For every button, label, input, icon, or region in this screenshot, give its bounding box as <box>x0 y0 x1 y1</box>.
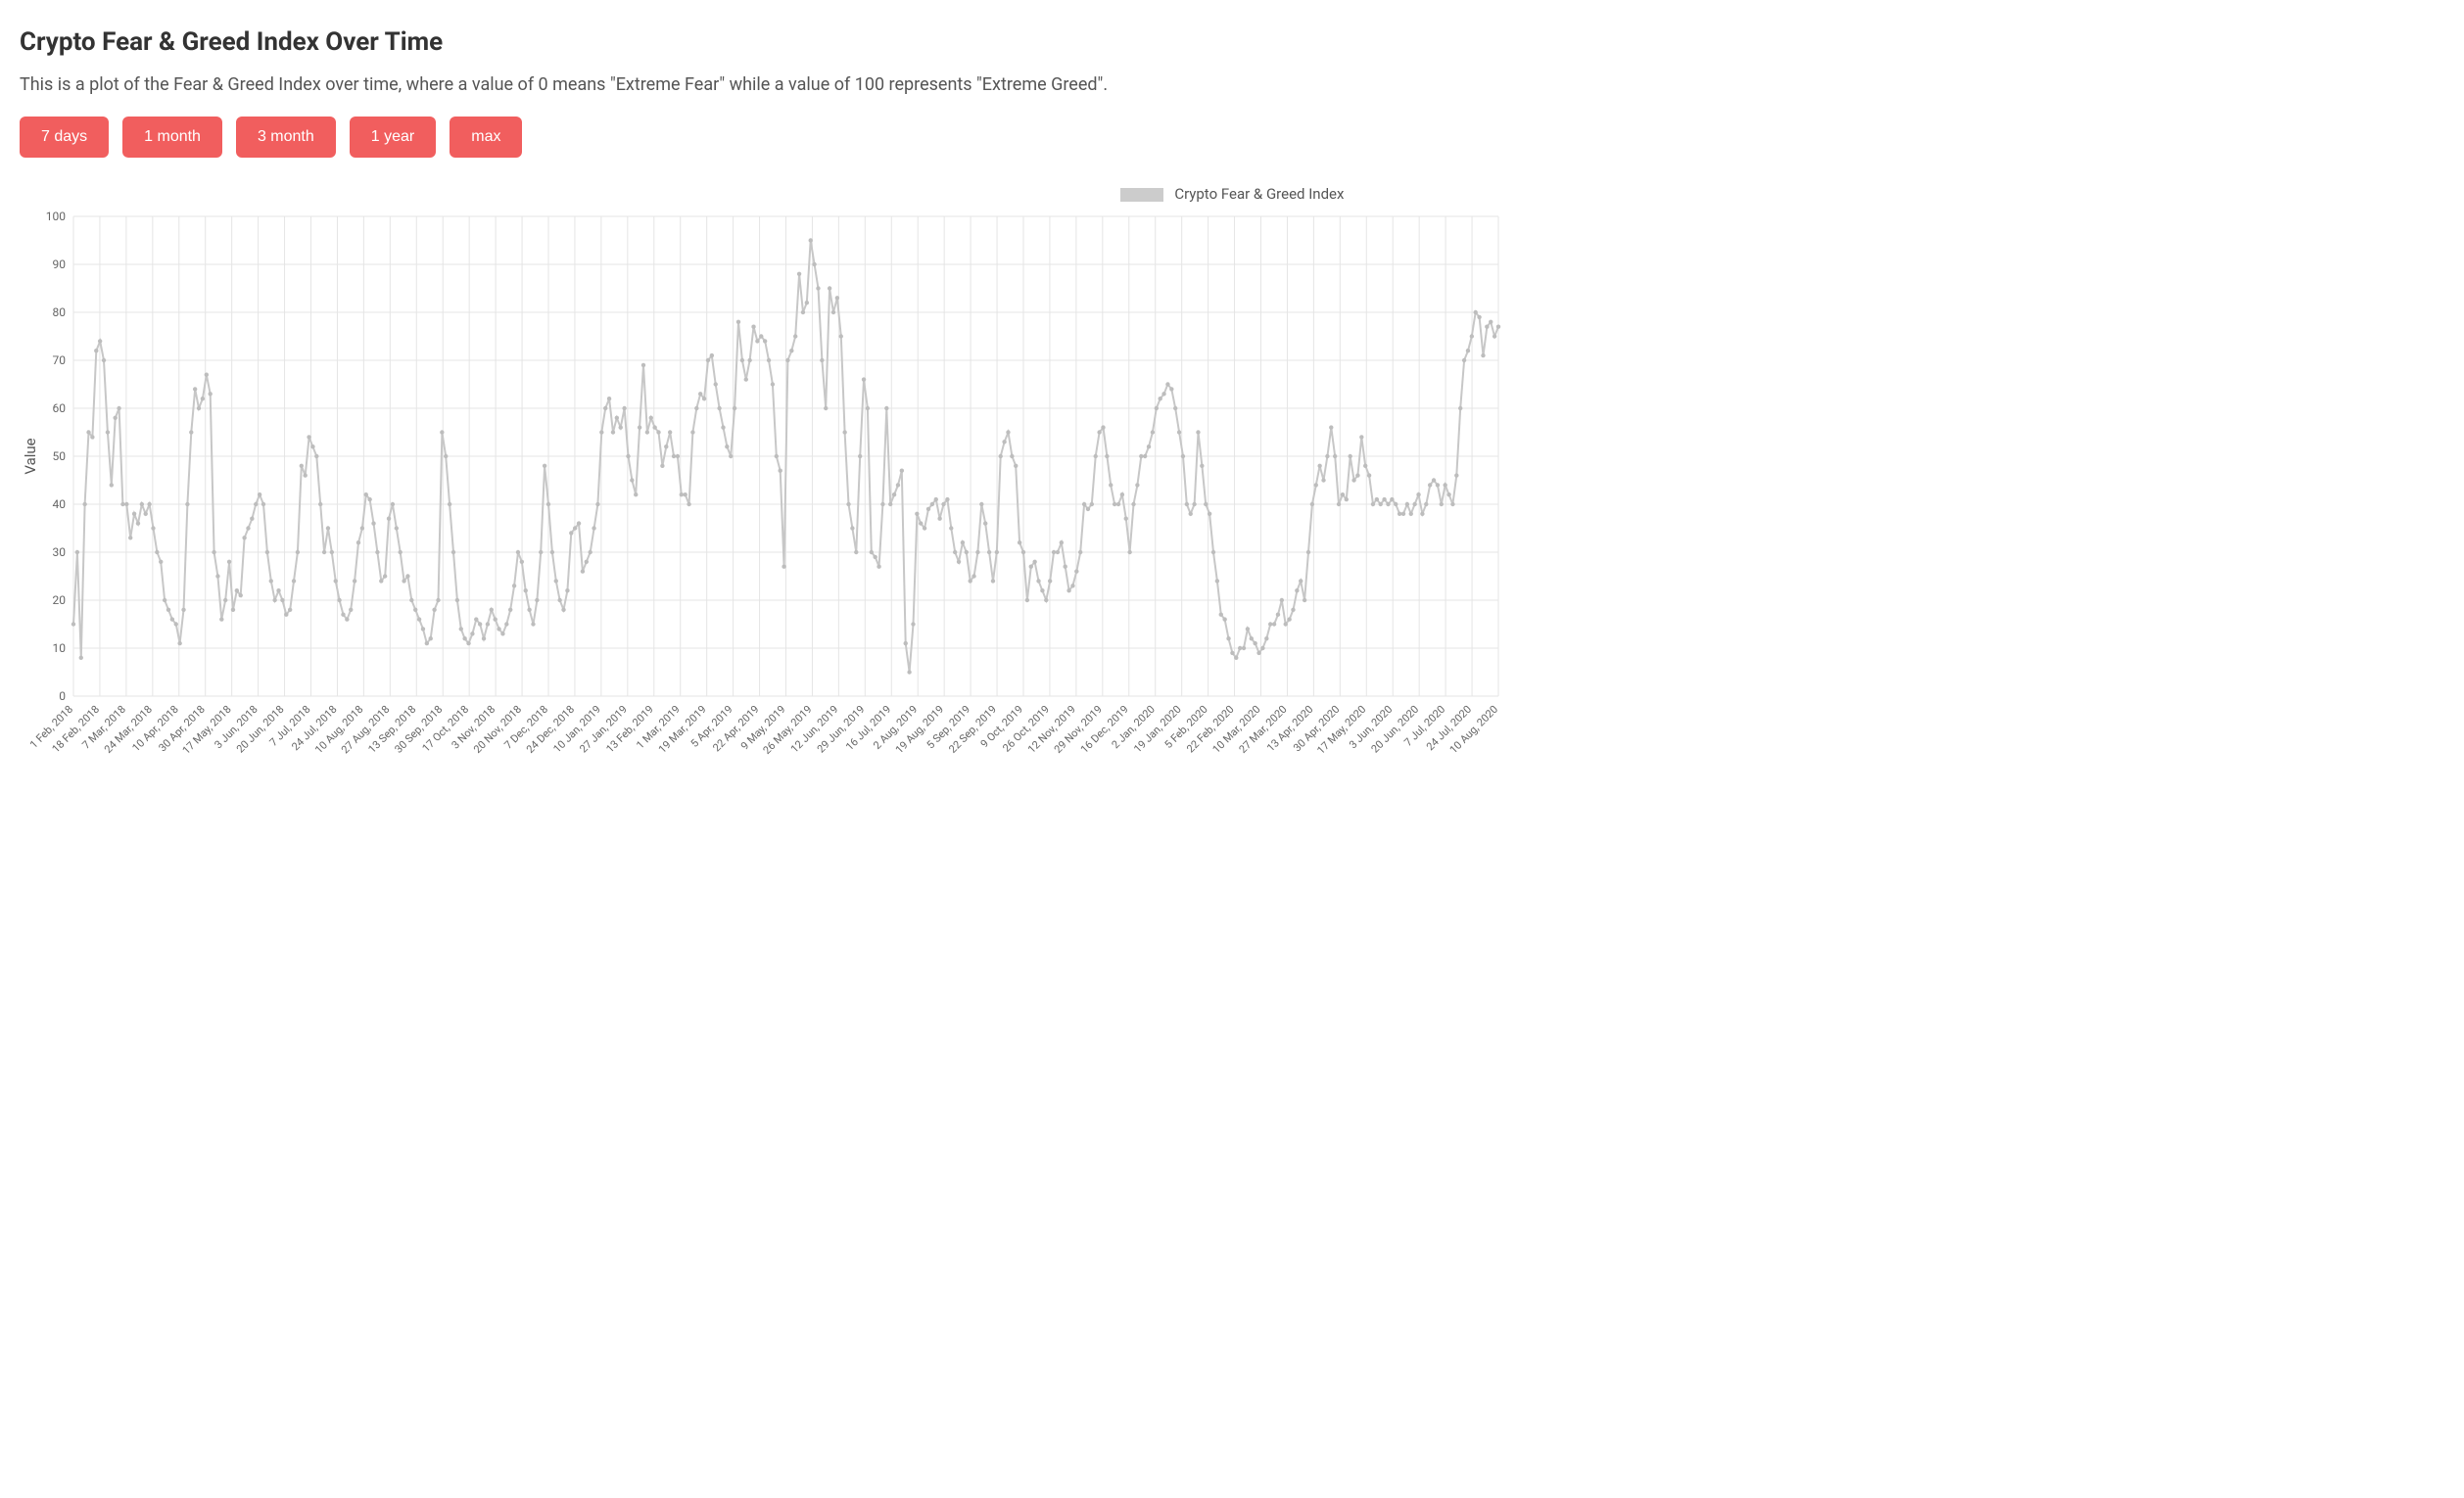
svg-text:70: 70 <box>53 353 67 367</box>
chart-svg: 0102030405060708090100Value1 Feb, 201818… <box>20 207 1508 814</box>
svg-text:90: 90 <box>53 257 67 271</box>
svg-text:10: 10 <box>53 641 67 655</box>
svg-text:80: 80 <box>53 305 67 319</box>
chart-legend: Crypto Fear & Greed Index <box>20 185 2444 203</box>
svg-text:50: 50 <box>53 449 67 463</box>
svg-text:30: 30 <box>53 545 67 559</box>
legend-swatch <box>1120 188 1163 202</box>
svg-text:0: 0 <box>59 689 66 703</box>
range-button-3month[interactable]: 3 month <box>236 117 336 158</box>
svg-text:Value: Value <box>22 438 39 474</box>
svg-text:60: 60 <box>53 401 67 415</box>
page-title: Crypto Fear & Greed Index Over Time <box>20 27 2444 57</box>
range-button-1year[interactable]: 1 year <box>350 117 436 158</box>
svg-text:100: 100 <box>46 210 66 223</box>
legend-label: Crypto Fear & Greed Index <box>1174 185 1344 203</box>
svg-text:40: 40 <box>53 497 67 511</box>
range-button-row: 7 days 1 month 3 month 1 year max <box>20 117 2444 158</box>
range-button-7days[interactable]: 7 days <box>20 117 109 158</box>
range-button-1month[interactable]: 1 month <box>122 117 222 158</box>
chart-container: Crypto Fear & Greed Index 0 10 20 30 40 50 60 7… <box>20 185 2444 814</box>
svg-text:20: 20 <box>53 593 67 607</box>
range-button-max[interactable]: max <box>450 117 522 158</box>
page-description: This is a plot of the Fear & Greed Index… <box>20 74 2444 95</box>
